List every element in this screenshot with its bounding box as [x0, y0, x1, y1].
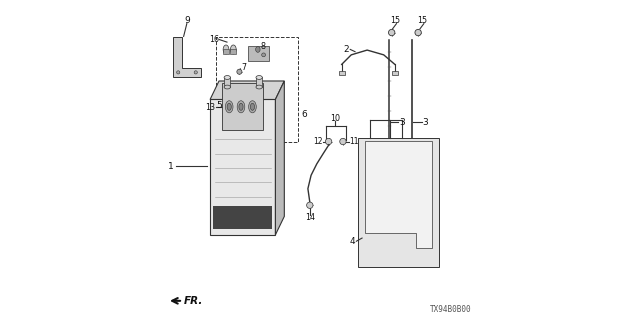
Ellipse shape	[262, 53, 266, 57]
Ellipse shape	[177, 71, 180, 74]
Text: 9: 9	[184, 16, 189, 25]
Ellipse shape	[256, 85, 262, 89]
Ellipse shape	[227, 103, 231, 110]
Bar	[210, 100, 275, 235]
Text: 6: 6	[301, 110, 307, 119]
Text: 10: 10	[330, 114, 340, 123]
Text: 1: 1	[168, 162, 174, 171]
Text: FR.: FR.	[184, 296, 203, 306]
Bar	[230, 49, 236, 54]
Text: 7: 7	[241, 63, 246, 72]
Bar	[223, 49, 229, 54]
Text: 15: 15	[390, 16, 400, 25]
Text: 11: 11	[349, 137, 359, 146]
Ellipse shape	[224, 85, 230, 89]
Text: 12: 12	[313, 137, 323, 146]
Ellipse shape	[223, 45, 229, 54]
Text: 14: 14	[305, 213, 315, 222]
Bar	[256, 77, 262, 87]
Bar	[224, 77, 230, 87]
Bar	[248, 46, 269, 61]
Bar	[339, 71, 345, 75]
Bar	[216, 37, 298, 142]
Ellipse shape	[194, 71, 197, 74]
Text: 15: 15	[417, 16, 427, 25]
Ellipse shape	[237, 101, 245, 113]
Ellipse shape	[388, 29, 395, 36]
Ellipse shape	[237, 69, 242, 74]
Text: 16: 16	[209, 35, 219, 44]
Bar	[222, 83, 263, 130]
Text: 3: 3	[399, 118, 404, 127]
Text: 3: 3	[422, 118, 428, 127]
Polygon shape	[210, 81, 284, 100]
Ellipse shape	[415, 29, 421, 36]
Ellipse shape	[239, 103, 243, 110]
Ellipse shape	[256, 76, 262, 79]
Ellipse shape	[225, 101, 233, 113]
Text: 4: 4	[350, 237, 356, 246]
Text: 2: 2	[344, 44, 349, 54]
Ellipse shape	[224, 76, 230, 79]
Bar	[392, 71, 397, 75]
Bar	[213, 206, 272, 228]
Bar	[358, 138, 440, 267]
Text: TX94B0B00: TX94B0B00	[429, 305, 471, 314]
Ellipse shape	[230, 45, 236, 54]
Ellipse shape	[255, 47, 260, 52]
Polygon shape	[275, 81, 284, 235]
Ellipse shape	[248, 101, 256, 113]
Text: 13: 13	[205, 103, 216, 112]
Ellipse shape	[325, 138, 332, 145]
Ellipse shape	[250, 103, 255, 110]
Polygon shape	[173, 37, 200, 77]
Polygon shape	[365, 141, 433, 248]
Text: 5: 5	[216, 101, 222, 110]
Text: 8: 8	[260, 42, 266, 51]
Ellipse shape	[307, 202, 313, 208]
Ellipse shape	[340, 138, 346, 145]
